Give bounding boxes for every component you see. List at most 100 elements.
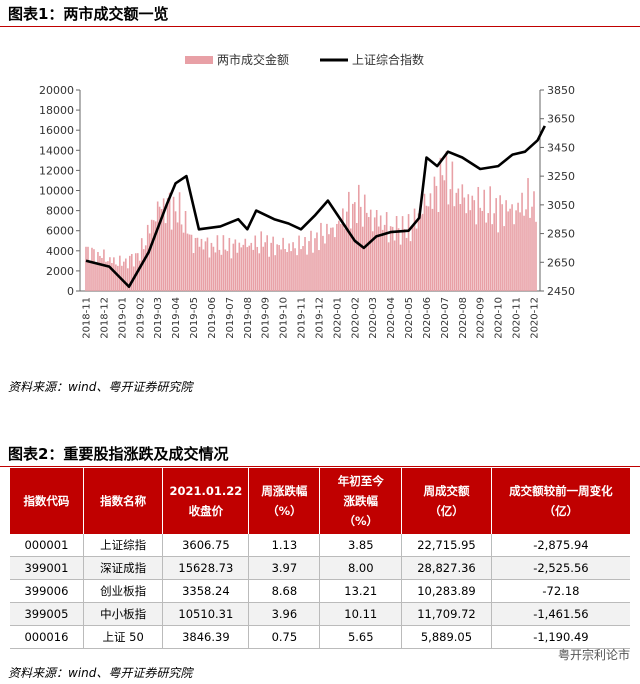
right-tick-label: 3650 <box>547 113 575 126</box>
table-row: 399005 中小板指 10510.31 3.96 10.11 11,709.72 -1,4… <box>10 602 630 626</box>
x-tick-label: 2020-01 <box>332 297 343 339</box>
x-tick-label: 2020-04 <box>386 297 397 339</box>
table-cell: 8.68 <box>248 579 321 603</box>
x-tick-label: 2020-03 <box>368 297 379 339</box>
turnover-bar <box>266 235 268 291</box>
turnover-bar <box>142 249 145 291</box>
turnover-bar <box>385 212 388 291</box>
turnover-bar <box>336 223 338 291</box>
turnover-bar <box>505 200 507 291</box>
turnover-bar <box>152 220 155 291</box>
turnover-bar <box>389 226 392 291</box>
turnover-bar <box>324 243 326 291</box>
turnover-bar <box>164 223 167 291</box>
figure2-source: 资料来源：wind、粤开证券研究院 <box>8 666 193 680</box>
figure1-source: 资料来源：wind、粤开证券研究院 <box>8 380 193 394</box>
turnover-bar <box>531 206 533 291</box>
turnover-bar <box>150 219 153 291</box>
turnover-bar <box>260 231 263 291</box>
turnover-bar <box>101 257 103 291</box>
table-cell: -1,461.56 <box>491 602 630 626</box>
x-tick-label: 2018-12 <box>99 297 110 339</box>
turnover-bar <box>168 192 171 291</box>
table-cell: 28,827.36 <box>401 556 492 580</box>
turnover-bar <box>405 237 408 291</box>
turnover-bar <box>202 249 205 291</box>
turnover-bar <box>527 178 529 291</box>
turnover-bar <box>288 243 290 291</box>
turnover-bar <box>344 228 346 291</box>
turnover-bar <box>214 252 217 291</box>
turnover-bar <box>176 222 179 291</box>
turnover-bar <box>156 201 159 291</box>
turnover-bar <box>113 257 115 291</box>
table-cell: -72.18 <box>491 579 630 603</box>
x-tick-label: 2020-05 <box>404 297 415 339</box>
turnover-bar <box>367 217 370 291</box>
turnover-bar <box>439 157 442 291</box>
turnover-bar <box>162 198 165 291</box>
figure2-title: 图表2：重要股指涨跌及成交情况 <box>8 445 229 463</box>
turnover-bar <box>119 255 121 291</box>
table-cell: 8.00 <box>319 556 403 580</box>
turnover-bar <box>326 223 328 291</box>
turnover-bar <box>170 229 173 291</box>
turnover-bar <box>477 186 480 291</box>
table-cell: 3846.39 <box>162 625 250 649</box>
x-tick-label: 2019-05 <box>189 297 200 339</box>
turnover-bar <box>379 215 382 291</box>
table-cell: 创业板指 <box>83 579 164 603</box>
turnover-bar <box>218 249 221 291</box>
table-cell: 5,889.05 <box>401 625 492 649</box>
turnover-bar <box>393 240 396 291</box>
table-cell: 22,715.95 <box>401 534 492 557</box>
turnover-bar <box>387 242 390 291</box>
left-tick-label: 10000 <box>39 185 74 198</box>
right-tick-label: 3450 <box>547 141 575 154</box>
table-row: 000001 上证综指 3606.75 1.13 3.85 22,715.95 -2,875… <box>10 534 630 557</box>
table-cell: 399006 <box>10 579 84 603</box>
turnover-bar <box>234 239 237 291</box>
turnover-bar <box>296 255 298 291</box>
turnover-bar <box>226 251 229 291</box>
turnover-bar <box>186 233 189 291</box>
turnover-bar <box>244 238 247 291</box>
turnover-bar <box>322 235 324 291</box>
turnover-bar <box>403 228 406 291</box>
table-cell: 1.13 <box>248 534 321 557</box>
turnover-bar <box>268 256 270 291</box>
turnover-bar <box>286 252 288 291</box>
turnover-bar <box>383 224 386 291</box>
turnover-bar <box>208 257 211 291</box>
turnover-bar <box>421 213 424 291</box>
turnover-bar <box>459 204 462 291</box>
turnover-bar <box>93 249 95 291</box>
left-tick-label: 14000 <box>39 144 74 157</box>
right-tick-label: 2850 <box>547 228 575 241</box>
figure2-header: 图表2：重要股指涨跌及成交情况 <box>0 440 640 467</box>
turnover-bar <box>348 191 350 291</box>
x-tick-label: 2019-08 <box>243 297 254 339</box>
turnover-bar <box>158 206 161 291</box>
turnover-bar <box>107 261 109 291</box>
table-header-cell: 周成交额 （亿） <box>401 468 492 534</box>
turnover-bar <box>425 205 428 291</box>
turnover-bar <box>85 246 87 291</box>
legend-label-index: 上证综合指数 <box>352 52 424 67</box>
turnover-bar <box>130 253 133 291</box>
turnover-bar <box>489 186 491 291</box>
turnover-bar <box>220 254 223 291</box>
turnover-bar <box>148 233 151 291</box>
turnover-bar <box>109 257 111 291</box>
turnover-bar <box>461 184 464 291</box>
left-tick-label: 0 <box>67 285 74 298</box>
watermark: 粤开宗利论市 <box>557 648 630 662</box>
figure1-header: 图表1：两市成交额一览 <box>0 0 640 27</box>
turnover-bar <box>224 249 227 291</box>
turnover-bar <box>115 264 117 291</box>
turnover-bar <box>443 180 446 291</box>
turnover-bar <box>240 247 243 291</box>
index-table: 指数代码 指数名称 2021.01.22 收盘价 周涨跌幅 （%） 年初至今 涨跌幅 （%） 周成… <box>10 468 630 649</box>
x-tick-label: 2020-11 <box>512 297 523 339</box>
turnover-bar <box>395 216 398 291</box>
